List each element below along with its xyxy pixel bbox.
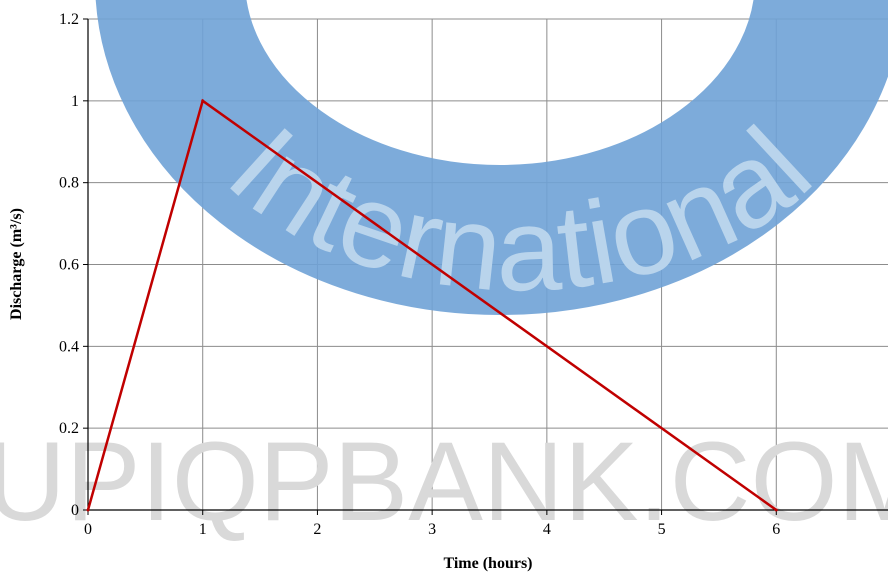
- x-axis-title: Time (hours): [443, 555, 532, 572]
- y-tick-label: 0.4: [59, 338, 79, 355]
- y-tick-label: 0.6: [59, 257, 79, 274]
- data-point: [201, 99, 205, 103]
- y-tick-label: 0.2: [59, 420, 79, 437]
- x-tick-label: 5: [658, 521, 666, 538]
- axes: [83, 18, 888, 515]
- x-tick-label: 0: [84, 521, 92, 538]
- y-axis-title: Discharge (m³/s): [8, 208, 25, 320]
- y-tick-label: 0.8: [59, 175, 79, 192]
- x-tick-label: 4: [543, 521, 551, 538]
- watermark-site-text: UPIQPBANK.COM: [0, 419, 888, 544]
- y-tick-label: 1.2: [59, 11, 79, 28]
- tick-labels: 0123456700.20.40.60.811.2: [59, 11, 888, 538]
- watermark-arc-band: [95, 0, 888, 315]
- x-tick-label: 1: [199, 521, 207, 538]
- x-tick-label: 2: [313, 521, 321, 538]
- x-tick-label: 3: [428, 521, 436, 538]
- data-point: [774, 508, 778, 512]
- watermark-arc-text: International: [205, 103, 836, 317]
- y-tick-label: 1: [71, 93, 79, 110]
- x-tick-label: 6: [772, 521, 780, 538]
- series-layer: [86, 98, 778, 512]
- y-tick-label: 0: [71, 502, 79, 519]
- data-point: [86, 508, 90, 512]
